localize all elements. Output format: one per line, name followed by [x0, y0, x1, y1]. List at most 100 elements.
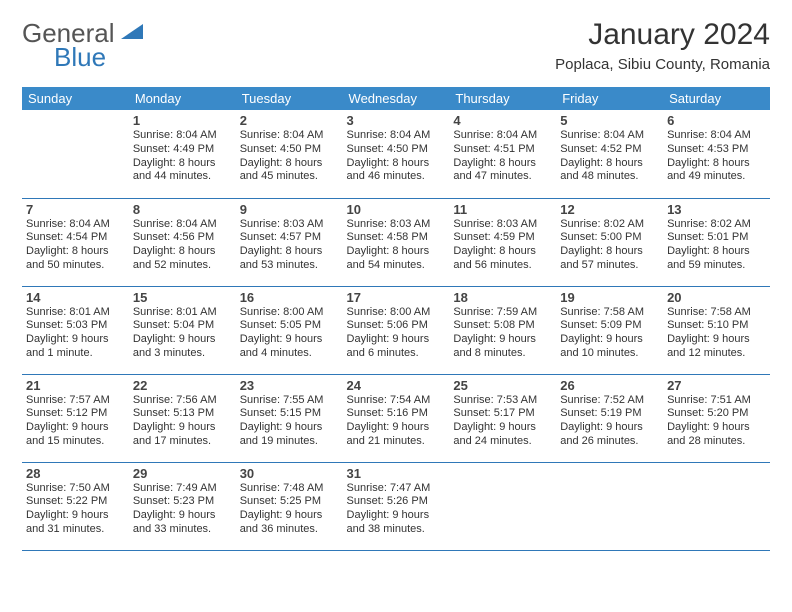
day-number: 3: [347, 113, 446, 128]
calendar-week-row: 28Sunrise: 7:50 AMSunset: 5:22 PMDayligh…: [22, 462, 770, 550]
cell-daylight1: Daylight: 8 hours: [560, 157, 659, 171]
cell-sunrise: Sunrise: 8:03 AM: [453, 218, 552, 232]
cell-sunset: Sunset: 5:06 PM: [347, 319, 446, 333]
day-header: Saturday: [663, 87, 770, 110]
cell-daylight1: Daylight: 8 hours: [240, 245, 339, 259]
cell-sunset: Sunset: 4:54 PM: [26, 231, 125, 245]
cell-daylight2: and 31 minutes.: [26, 523, 125, 537]
calendar-cell: [663, 462, 770, 550]
cell-daylight2: and 10 minutes.: [560, 347, 659, 361]
location-subtitle: Poplaca, Sibiu County, Romania: [555, 56, 770, 73]
calendar-cell: 15Sunrise: 8:01 AMSunset: 5:04 PMDayligh…: [129, 286, 236, 374]
calendar-cell: 31Sunrise: 7:47 AMSunset: 5:26 PMDayligh…: [343, 462, 450, 550]
cell-daylight1: Daylight: 9 hours: [667, 333, 766, 347]
day-number: 18: [453, 290, 552, 305]
day-number: 22: [133, 378, 232, 393]
cell-daylight2: and 33 minutes.: [133, 523, 232, 537]
day-number: 4: [453, 113, 552, 128]
cell-sunset: Sunset: 4:58 PM: [347, 231, 446, 245]
cell-daylight2: and 24 minutes.: [453, 435, 552, 449]
cell-sunrise: Sunrise: 8:03 AM: [240, 218, 339, 232]
cell-sunrise: Sunrise: 8:00 AM: [347, 306, 446, 320]
cell-sunrise: Sunrise: 8:03 AM: [347, 218, 446, 232]
day-number: 20: [667, 290, 766, 305]
calendar-cell: 6Sunrise: 8:04 AMSunset: 4:53 PMDaylight…: [663, 110, 770, 198]
cell-sunset: Sunset: 5:01 PM: [667, 231, 766, 245]
calendar-header-row: SundayMondayTuesdayWednesdayThursdayFrid…: [22, 87, 770, 110]
cell-sunrise: Sunrise: 7:56 AM: [133, 394, 232, 408]
calendar-cell: [22, 110, 129, 198]
cell-sunset: Sunset: 5:08 PM: [453, 319, 552, 333]
cell-sunrise: Sunrise: 8:04 AM: [667, 129, 766, 143]
cell-sunrise: Sunrise: 8:04 AM: [26, 218, 125, 232]
title-block: January 2024 Poplaca, Sibiu County, Roma…: [555, 18, 770, 73]
cell-daylight1: Daylight: 9 hours: [240, 333, 339, 347]
cell-sunset: Sunset: 5:22 PM: [26, 495, 125, 509]
cell-sunrise: Sunrise: 7:49 AM: [133, 482, 232, 496]
cell-sunrise: Sunrise: 7:55 AM: [240, 394, 339, 408]
logo-part2: Blue: [54, 42, 106, 73]
cell-daylight2: and 8 minutes.: [453, 347, 552, 361]
cell-daylight2: and 3 minutes.: [133, 347, 232, 361]
calendar-cell: 11Sunrise: 8:03 AMSunset: 4:59 PMDayligh…: [449, 198, 556, 286]
cell-sunset: Sunset: 5:26 PM: [347, 495, 446, 509]
day-number: 13: [667, 202, 766, 217]
calendar-cell: 28Sunrise: 7:50 AMSunset: 5:22 PMDayligh…: [22, 462, 129, 550]
cell-sunset: Sunset: 5:16 PM: [347, 407, 446, 421]
day-number: 30: [240, 466, 339, 481]
day-number: 26: [560, 378, 659, 393]
cell-daylight1: Daylight: 8 hours: [240, 157, 339, 171]
day-number: 29: [133, 466, 232, 481]
cell-sunset: Sunset: 5:20 PM: [667, 407, 766, 421]
cell-sunrise: Sunrise: 7:57 AM: [26, 394, 125, 408]
cell-sunrise: Sunrise: 7:59 AM: [453, 306, 552, 320]
cell-daylight1: Daylight: 9 hours: [347, 509, 446, 523]
day-number: 14: [26, 290, 125, 305]
calendar-cell: 20Sunrise: 7:58 AMSunset: 5:10 PMDayligh…: [663, 286, 770, 374]
cell-sunrise: Sunrise: 7:52 AM: [560, 394, 659, 408]
cell-daylight1: Daylight: 8 hours: [133, 157, 232, 171]
cell-daylight2: and 56 minutes.: [453, 259, 552, 273]
day-number: 21: [26, 378, 125, 393]
day-header: Tuesday: [236, 87, 343, 110]
cell-sunrise: Sunrise: 8:04 AM: [133, 129, 232, 143]
day-number: 17: [347, 290, 446, 305]
cell-daylight1: Daylight: 9 hours: [347, 333, 446, 347]
calendar-cell: 4Sunrise: 8:04 AMSunset: 4:51 PMDaylight…: [449, 110, 556, 198]
cell-sunrise: Sunrise: 8:02 AM: [560, 218, 659, 232]
cell-sunrise: Sunrise: 7:58 AM: [667, 306, 766, 320]
cell-sunset: Sunset: 4:51 PM: [453, 143, 552, 157]
cell-sunrise: Sunrise: 8:04 AM: [453, 129, 552, 143]
cell-sunset: Sunset: 5:12 PM: [26, 407, 125, 421]
day-number: 31: [347, 466, 446, 481]
header: General Blue January 2024 Poplaca, Sibiu…: [22, 18, 770, 73]
day-header: Wednesday: [343, 87, 450, 110]
cell-daylight1: Daylight: 9 hours: [133, 509, 232, 523]
calendar-cell: 10Sunrise: 8:03 AMSunset: 4:58 PMDayligh…: [343, 198, 450, 286]
day-number: 9: [240, 202, 339, 217]
page-title: January 2024: [555, 18, 770, 52]
cell-daylight1: Daylight: 8 hours: [560, 245, 659, 259]
cell-sunset: Sunset: 5:13 PM: [133, 407, 232, 421]
calendar-cell: 22Sunrise: 7:56 AMSunset: 5:13 PMDayligh…: [129, 374, 236, 462]
cell-sunrise: Sunrise: 7:47 AM: [347, 482, 446, 496]
cell-daylight2: and 54 minutes.: [347, 259, 446, 273]
cell-daylight2: and 59 minutes.: [667, 259, 766, 273]
cell-sunrise: Sunrise: 8:00 AM: [240, 306, 339, 320]
calendar-cell: 9Sunrise: 8:03 AMSunset: 4:57 PMDaylight…: [236, 198, 343, 286]
cell-daylight1: Daylight: 9 hours: [26, 333, 125, 347]
cell-daylight1: Daylight: 9 hours: [133, 421, 232, 435]
cell-daylight2: and 49 minutes.: [667, 170, 766, 184]
calendar-cell: 23Sunrise: 7:55 AMSunset: 5:15 PMDayligh…: [236, 374, 343, 462]
cell-daylight2: and 36 minutes.: [240, 523, 339, 537]
cell-sunset: Sunset: 5:23 PM: [133, 495, 232, 509]
day-number: 25: [453, 378, 552, 393]
cell-sunrise: Sunrise: 7:53 AM: [453, 394, 552, 408]
calendar-table: SundayMondayTuesdayWednesdayThursdayFrid…: [22, 87, 770, 551]
cell-sunset: Sunset: 5:09 PM: [560, 319, 659, 333]
cell-sunset: Sunset: 5:15 PM: [240, 407, 339, 421]
calendar-body: 1Sunrise: 8:04 AMSunset: 4:49 PMDaylight…: [22, 110, 770, 550]
day-number: 5: [560, 113, 659, 128]
cell-sunset: Sunset: 5:04 PM: [133, 319, 232, 333]
cell-daylight1: Daylight: 8 hours: [347, 245, 446, 259]
